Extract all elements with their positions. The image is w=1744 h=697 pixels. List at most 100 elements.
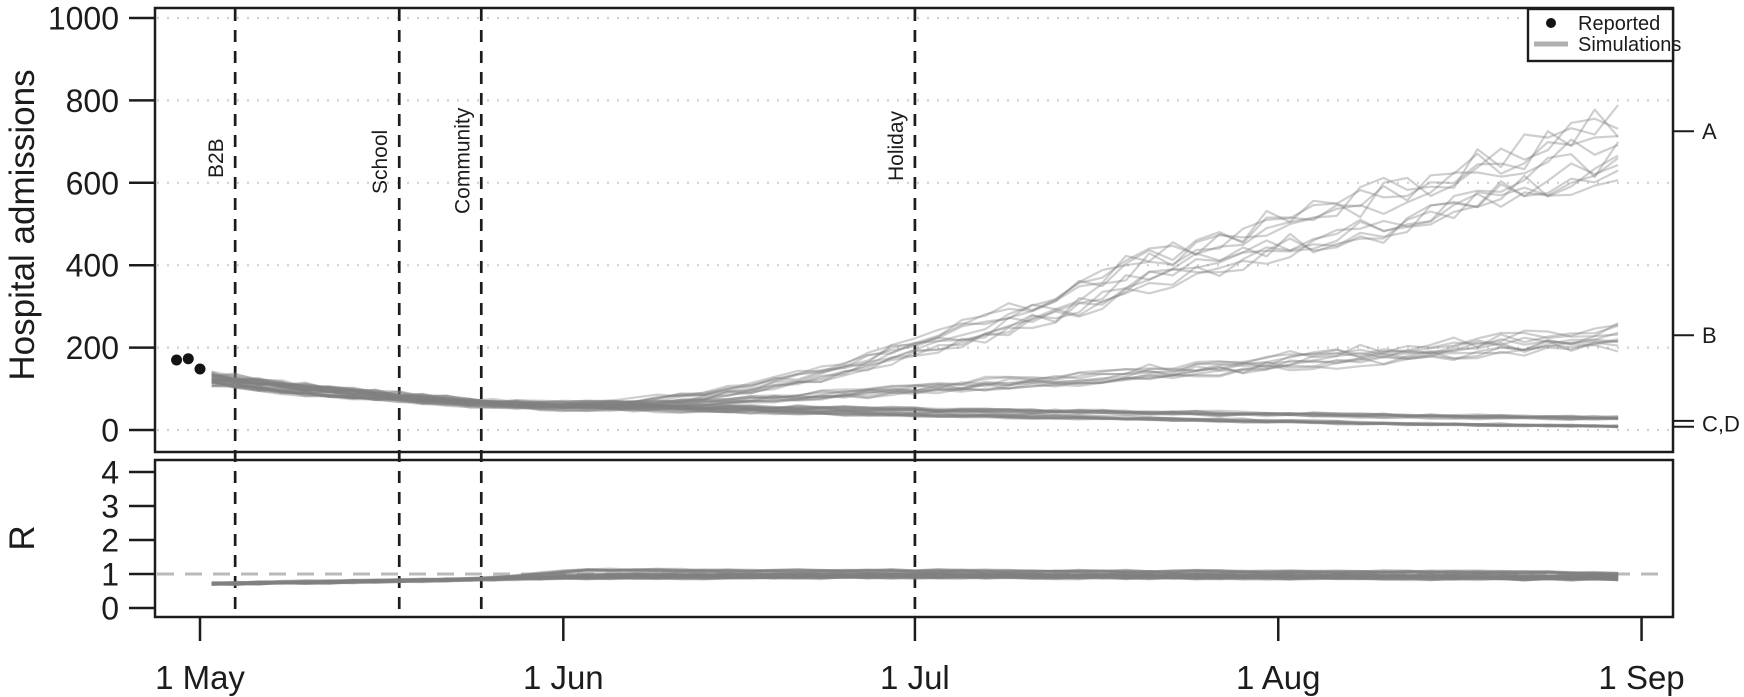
simulation-line-r [211, 574, 1619, 586]
r-ytick-label: 0 [101, 591, 119, 627]
simulation-line-admissions [211, 104, 1619, 404]
simulation-line-r [211, 569, 1619, 586]
simulation-line-r [211, 573, 1619, 586]
simulation-line-r [211, 574, 1619, 586]
event-label-school: School [369, 130, 392, 194]
event-label-community: Community [451, 107, 474, 214]
simulation-line-admissions [211, 333, 1619, 407]
simulation-line-r [211, 572, 1619, 585]
simulation-line-r [211, 573, 1619, 586]
admissions-panel-border [153, 6, 1675, 454]
event-label-b2b: B2B [205, 138, 228, 178]
simulation-line-r [211, 568, 1619, 586]
reported-data-point [171, 354, 183, 366]
scenario-label-a: A [1702, 119, 1717, 144]
simulation-line-r [211, 572, 1619, 586]
simulation-line-admissions [211, 323, 1619, 406]
legend-simulations-label: Simulations [1578, 34, 1681, 56]
simulation-line-admissions [211, 338, 1619, 409]
simulation-line-admissions [211, 135, 1619, 406]
simulation-line-r [211, 574, 1619, 586]
simulation-line-admissions [211, 376, 1619, 419]
scenario-label-b: B [1702, 323, 1717, 348]
simulation-line-r [211, 567, 1619, 585]
simulation-line-admissions [211, 384, 1619, 428]
simulation-line-r [211, 575, 1619, 586]
chart-render-root: B2B School Community Holiday020040060080010… [3, 1, 1740, 696]
simulation-line-admissions [211, 344, 1619, 410]
simulation-line-admissions [211, 340, 1619, 409]
admissions-axis-title: Hospital admissions [3, 69, 42, 380]
month-tick-label: 1 Sep [1598, 659, 1684, 696]
r-ytick-label: 2 [101, 523, 119, 559]
simulation-line-r [211, 571, 1619, 584]
reported-data-point [194, 363, 206, 375]
simulation-line-admissions [211, 370, 1619, 428]
simulation-line-admissions [211, 383, 1619, 429]
simulation-line-admissions [211, 340, 1619, 408]
simulation-line-admissions [211, 378, 1619, 428]
simulation-line-r [211, 572, 1619, 586]
simulation-line-r [211, 572, 1619, 586]
simulation-line-admissions [211, 169, 1619, 409]
simulation-line-r [211, 572, 1619, 585]
reported-data-point [182, 353, 194, 365]
simulation-line-r [211, 574, 1619, 584]
simulation-line-r [211, 575, 1619, 586]
legend-box [1526, 7, 1675, 63]
simulation-line-r [211, 571, 1619, 585]
month-tick-label: 1 Jul [880, 659, 950, 696]
admissions-ytick-label: 800 [66, 83, 119, 119]
simulation-line-admissions [211, 154, 1619, 409]
simulation-line-r [211, 567, 1619, 585]
simulation-line-admissions [211, 381, 1619, 421]
simulation-line-r [211, 572, 1619, 585]
simulation-line-r [211, 569, 1619, 586]
simulation-line-admissions [211, 377, 1619, 419]
simulation-line-r [211, 574, 1619, 586]
simulation-line-admissions [211, 377, 1619, 421]
simulation-line-r [211, 568, 1619, 586]
simulation-line-r [211, 575, 1619, 586]
simulation-line-admissions [211, 382, 1619, 429]
simulation-line-admissions [211, 373, 1619, 427]
scenario-label-c,d: C,D [1702, 412, 1740, 437]
simulation-line-r [211, 568, 1619, 585]
simulation-line-admissions [211, 379, 1619, 420]
simulation-line-admissions [211, 157, 1619, 409]
simulation-line-r [211, 571, 1619, 584]
simulation-line-admissions [211, 337, 1619, 408]
simulation-line-admissions [211, 322, 1619, 405]
admissions-ytick-label: 200 [66, 330, 119, 366]
simulation-line-admissions [211, 379, 1619, 421]
admissions-ytick-label: 1000 [48, 1, 119, 37]
simulation-line-r [211, 574, 1619, 586]
admissions-ytick-label: 0 [101, 413, 119, 449]
simulation-line-admissions [211, 372, 1619, 419]
simulation-line-admissions [211, 375, 1619, 428]
simulation-line-admissions [211, 372, 1619, 428]
simulation-line-admissions [211, 117, 1619, 405]
simulation-line-r [211, 568, 1619, 585]
simulation-line-r [211, 571, 1619, 586]
simulation-line-admissions [211, 108, 1619, 405]
simulation-line-r [211, 573, 1619, 585]
admissions-ytick-label: 600 [66, 165, 119, 201]
simulation-line-admissions [211, 162, 1619, 410]
simulation-line-r [211, 568, 1619, 585]
r-axis-title: R [3, 525, 42, 550]
month-tick-label: 1 Aug [1236, 659, 1320, 696]
simulation-line-admissions [211, 324, 1619, 406]
simulation-line-r [211, 575, 1619, 587]
simulation-line-r [211, 574, 1619, 586]
simulation-line-r [211, 575, 1619, 587]
simulation-line-admissions [211, 378, 1619, 428]
r-ytick-label: 1 [101, 557, 119, 593]
r-ytick-label: 3 [101, 489, 119, 525]
simulation-line-r [211, 575, 1619, 586]
simulation-line-admissions [211, 141, 1620, 406]
simulation-line-admissions [211, 331, 1619, 407]
simulation-line-admissions [211, 341, 1619, 410]
event-label-holiday: Holiday [885, 110, 908, 181]
